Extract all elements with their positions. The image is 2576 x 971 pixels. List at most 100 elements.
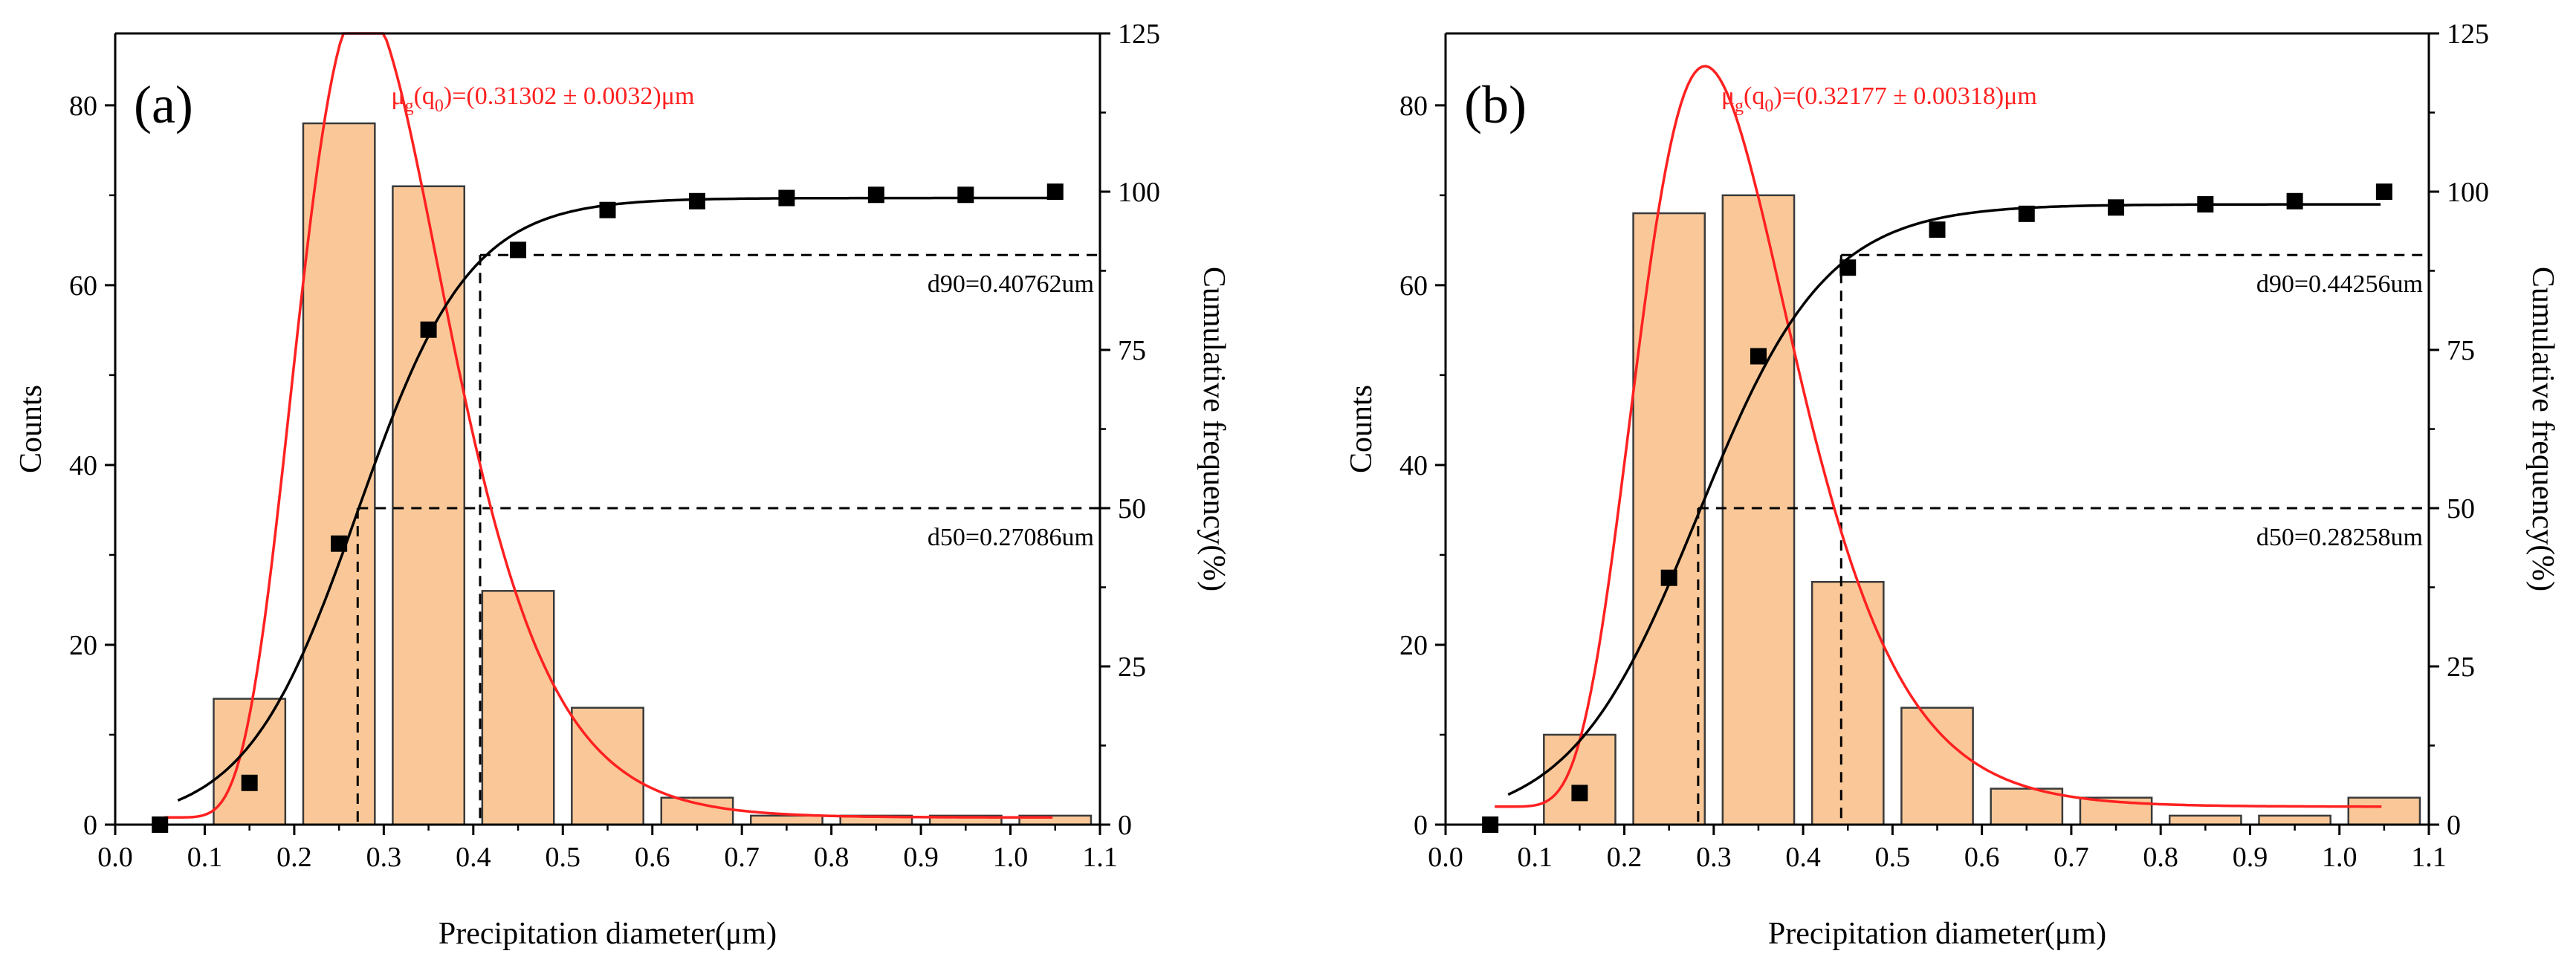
histogram-bar — [1990, 787, 2064, 826]
d50-label: d50=0.28258um — [2256, 524, 2423, 551]
d90-label: d90=0.40762um — [928, 270, 1094, 298]
y-tick-label: 20 — [1399, 630, 1428, 661]
fit-annotation-mu-subscript: g — [1735, 97, 1744, 116]
histogram-bar — [1810, 580, 1885, 826]
histogram-bar — [481, 590, 555, 826]
y-tick-label: 80 — [1399, 91, 1428, 122]
fit-annotation-mu-subscript: g — [405, 97, 414, 116]
y-tick-label: 0 — [83, 810, 97, 841]
histogram-bar — [571, 707, 644, 826]
x-tick-label: 0.0 — [97, 842, 133, 873]
x-tick-label: 0.1 — [1518, 842, 1553, 873]
cumulative-point — [1929, 221, 1946, 238]
histogram-bar — [2168, 814, 2242, 826]
fit-annotation-q-subscript: 0 — [1764, 97, 1773, 116]
d90-label: d90=0.44256um — [2256, 270, 2423, 298]
x-tick-label: 0.7 — [2054, 842, 2089, 873]
y-right-tick-label: 0 — [2447, 810, 2461, 841]
x-tick-label: 1.0 — [993, 842, 1029, 873]
fit-annotation-q-subscript: 0 — [435, 97, 444, 116]
x-tick-label: 0.6 — [1964, 842, 2000, 873]
cumulative-point — [2108, 199, 2125, 216]
fit-annotation-mu-symbol: μ — [1721, 82, 1735, 110]
y-tick-label: 0 — [1414, 810, 1428, 841]
y-tick-label: 20 — [69, 630, 97, 661]
y-tick-label: 60 — [69, 270, 97, 302]
histogram-bar — [2347, 796, 2421, 826]
histogram-bar — [1632, 212, 1706, 826]
histogram-bar — [1721, 194, 1796, 826]
fit-annotation-mu-symbol: μ — [391, 82, 404, 110]
y-right-tick-label: 0 — [1118, 810, 1132, 841]
x-tick-label: 0.6 — [635, 842, 670, 873]
y-right-tick-label: 100 — [1118, 177, 1160, 208]
y-axis-title: Counts — [14, 385, 48, 473]
cumulative-point — [420, 321, 437, 338]
y-tick-label: 40 — [69, 450, 97, 481]
fit-annotation-value: )=(0.31302 ± 0.0032)μm — [444, 82, 694, 110]
cumulative-point — [1571, 785, 1588, 802]
x-axis-title: Precipitation diameter(μm) — [438, 917, 777, 951]
histogram-bar — [302, 122, 376, 826]
x-tick-label: 0.3 — [1696, 842, 1732, 873]
fit-annotation: μg(q0)=(0.31302 ± 0.0032)μm — [391, 82, 694, 116]
cumulative-point — [1046, 184, 1064, 200]
d50-label: d50=0.27086um — [928, 524, 1094, 551]
x-tick-label: 0.4 — [456, 842, 491, 873]
chart-panel-b: 0.0 0.1 0.2 0.3 0.4 0.5 0.6 0.7 0.8 0.9 1.0 1.10204… — [1344, 19, 2560, 951]
x-tick-label: 1.0 — [2322, 842, 2357, 873]
x-tick-label: 0.3 — [366, 842, 402, 873]
y-right-tick-label: 50 — [1118, 493, 1146, 525]
y-tick-label: 80 — [69, 91, 97, 122]
x-tick-label: 0.0 — [1428, 842, 1463, 873]
histogram-bar — [1543, 733, 1617, 826]
panel-label: (b) — [1464, 75, 1527, 134]
cumulative-fit-curve — [1507, 203, 2381, 796]
x-tick-label: 0.2 — [276, 842, 312, 873]
fit-annotation-value: )=(0.32177 ± 0.00318)μm — [1773, 82, 2036, 110]
y-right-axis-title: Cumulative frequency(%) — [1197, 267, 1231, 591]
x-tick-label: 0.5 — [1875, 842, 1911, 873]
y-axis-title: Counts — [1344, 385, 1379, 473]
histogram-bar — [392, 185, 466, 826]
cumulative-point — [2197, 196, 2214, 213]
x-tick-label: 1.1 — [1082, 842, 1118, 873]
cumulative-point — [2018, 205, 2035, 222]
x-tick-label: 0.1 — [187, 842, 223, 873]
y-right-tick-label: 75 — [1118, 335, 1146, 366]
fit-annotation: μg(q0)=(0.32177 ± 0.00318)μm — [1721, 82, 2037, 116]
x-tick-label: 0.9 — [903, 842, 939, 873]
y-right-axis-title: Cumulative frequency(%) — [2525, 267, 2560, 591]
cumulative-point — [510, 241, 527, 259]
fit-annotation-q-symbol: (q — [1744, 82, 1764, 110]
cumulative-point — [1839, 259, 1857, 276]
panel-label: (a) — [134, 75, 193, 134]
y-right-tick-label: 75 — [2447, 335, 2475, 366]
cumulative-point — [599, 201, 616, 218]
fit-annotation-q-symbol: (q — [414, 82, 435, 110]
y-right-tick-label: 25 — [1118, 652, 1146, 683]
x-tick-label: 0.2 — [1607, 842, 1643, 873]
y-right-tick-label: 125 — [2447, 19, 2489, 50]
cumulative-point — [957, 186, 974, 204]
cumulative-point — [241, 774, 258, 791]
cumulative-point — [867, 186, 884, 204]
cumulative-point — [331, 535, 348, 552]
cumulative-point — [2375, 184, 2392, 200]
x-tick-label: 0.5 — [546, 842, 581, 873]
histogram-bar — [660, 796, 734, 826]
x-tick-label: 0.8 — [2143, 842, 2178, 873]
x-tick-label: 1.1 — [2411, 842, 2447, 873]
lognormal-fit-curve — [164, 32, 1053, 819]
histogram-bar — [2258, 814, 2331, 826]
y-right-tick-label: 100 — [2447, 177, 2489, 208]
cumulative-point — [1750, 348, 1767, 365]
cumulative-point — [1660, 569, 1677, 586]
y-right-tick-label: 50 — [2447, 493, 2475, 525]
y-right-tick-label: 125 — [1118, 19, 1160, 50]
x-axis-title: Precipitation diameter(μm) — [1768, 917, 2106, 951]
chart-panel-a: 0.0 0.1 0.2 0.3 0.4 0.5 0.6 0.7 0.8 0.9 1.0 1.10204… — [14, 19, 1231, 951]
cumulative-point — [778, 189, 795, 207]
